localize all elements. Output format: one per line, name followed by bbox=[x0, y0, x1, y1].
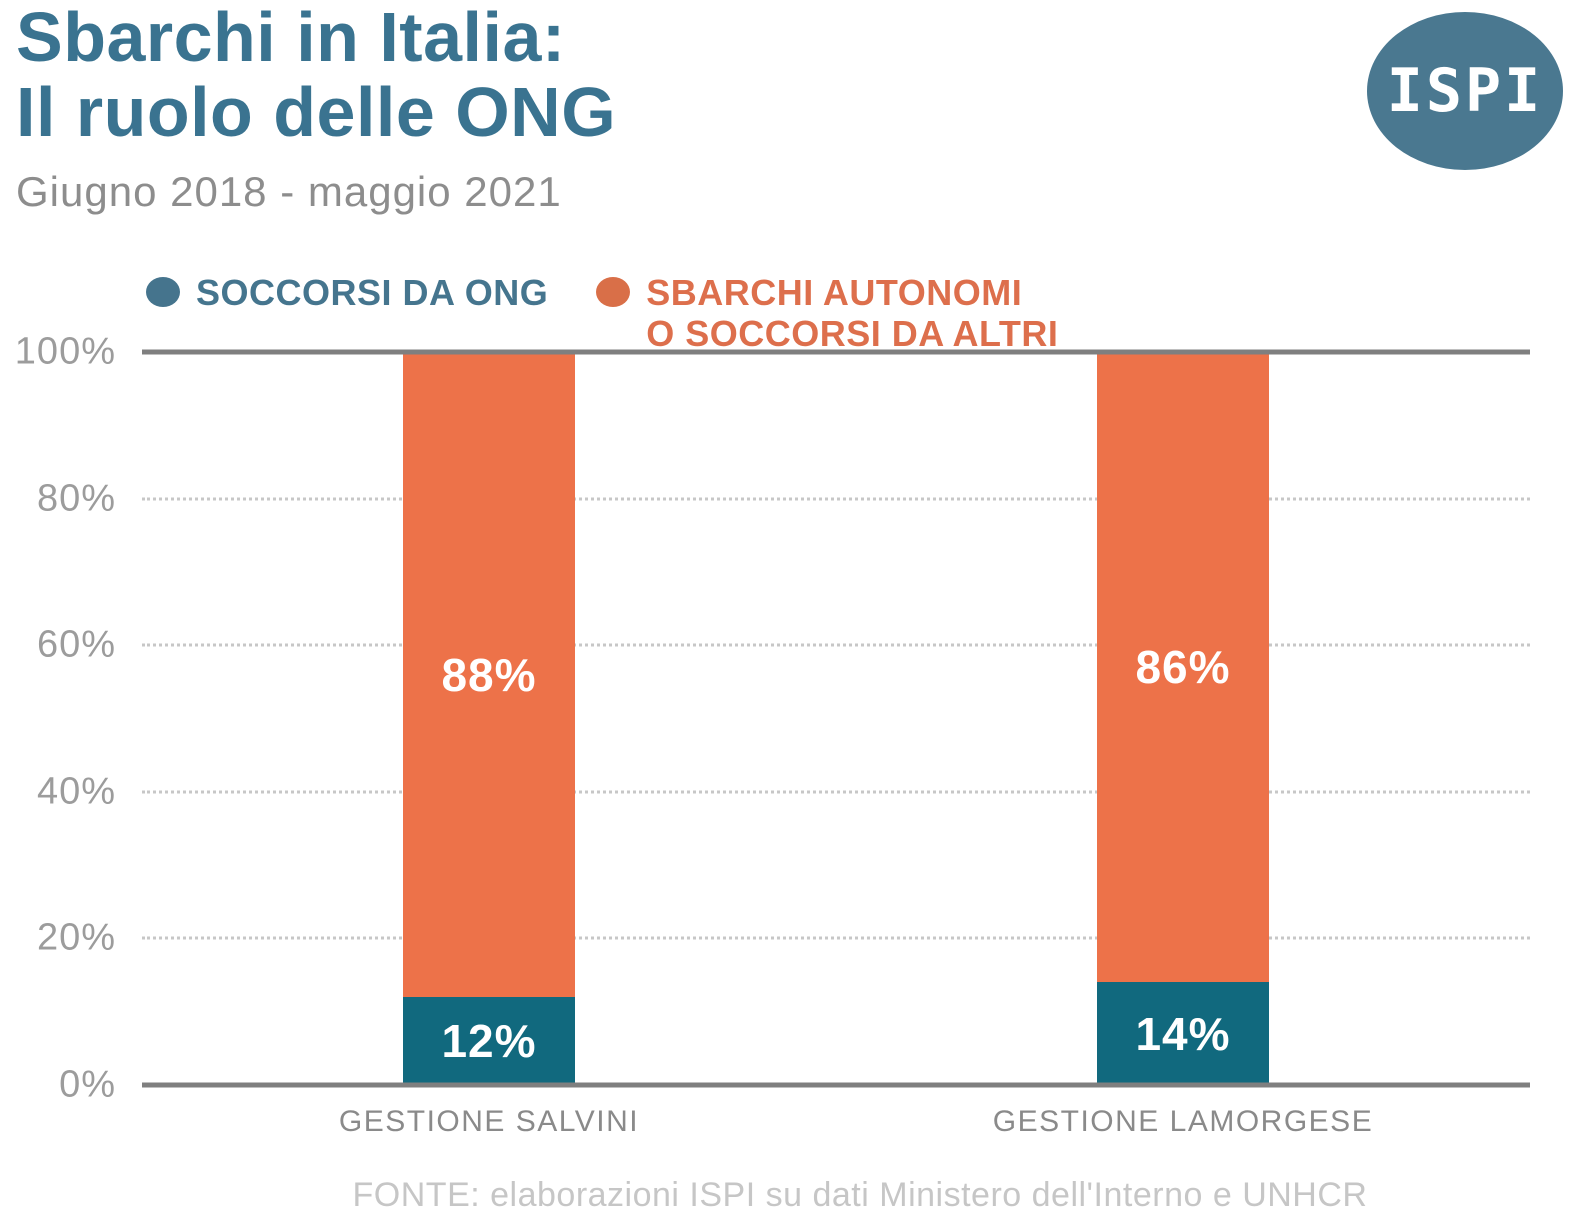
legend-item-ong: SOCCORSI DA ONG bbox=[146, 272, 548, 313]
legend-dot-autonomi-icon bbox=[596, 277, 631, 307]
y-tick-label-20%: 20% bbox=[36, 916, 116, 959]
legend-label-ong: SOCCORSI DA ONG bbox=[196, 272, 549, 313]
page-title-line2: Il ruolo delle ONG bbox=[16, 73, 617, 151]
x-axis-label-gestione-lamorgese: GESTIONE LAMORGESE bbox=[992, 1105, 1374, 1138]
gridline-60% bbox=[142, 643, 1530, 647]
legend-dot-ong-icon bbox=[146, 277, 180, 307]
bar-segment-soccorsi-da-ong: 12% bbox=[403, 997, 575, 1085]
y-tick-label-100%: 100% bbox=[14, 330, 116, 373]
bar-segment-soccorsi-da-ong: 14% bbox=[1097, 982, 1269, 1085]
gridline-0% bbox=[142, 1082, 1530, 1088]
ispi-logo: ISPI bbox=[1367, 12, 1563, 170]
y-tick-label-60%: 60% bbox=[36, 623, 116, 666]
bar-value-label: 12% bbox=[441, 1015, 537, 1068]
plot-area: 100% 80% 60% 40% 20% 0% 12% 88% GESTIONE SALVINI… bbox=[15, 331, 1530, 1138]
bar-value-label: 88% bbox=[441, 648, 537, 701]
bar-segment-sbarchi-autonomi-o-soccorsi-da-altri: 88% bbox=[403, 352, 575, 998]
legend-item-autonomi: SBARCHI AUTONOMI O SOCCORSI DA ALTRI bbox=[596, 272, 1058, 354]
page-subtitle: Giugno 2018 - maggio 2021 bbox=[16, 168, 562, 215]
legend-label-autonomi: SBARCHI AUTONOMI O SOCCORSI DA ALTRI bbox=[646, 272, 1059, 354]
y-tick-label-80%: 80% bbox=[36, 477, 116, 520]
gridline-20% bbox=[142, 936, 1530, 940]
y-tick-label-0%: 0% bbox=[59, 1063, 116, 1106]
gridline-40% bbox=[142, 790, 1530, 794]
page-title-line1: Sbarchi in Italia: bbox=[16, 0, 566, 76]
bar-gestione-salvini: 12% 88% bbox=[403, 352, 575, 1085]
gridline-80% bbox=[142, 497, 1530, 501]
ispi-logo-text: ISPI bbox=[1386, 56, 1544, 126]
gridline-100% bbox=[142, 349, 1530, 355]
chart-legend: SOCCORSI DA ONG SBARCHI AUTONOMI O SOCCO… bbox=[146, 272, 1058, 354]
page-title: Sbarchi in Italia: Il ruolo delle ONG bbox=[16, 0, 616, 150]
bar-value-label: 86% bbox=[1135, 641, 1231, 694]
bar-value-label: 14% bbox=[1135, 1007, 1231, 1060]
bar-gestione-lamorgese: 14% 86% bbox=[1097, 352, 1269, 1085]
source-note: FONTE: elaborazioni ISPI su dati Ministe… bbox=[352, 1176, 1368, 1214]
bar-segment-sbarchi-autonomi-o-soccorsi-da-altri: 86% bbox=[1097, 352, 1269, 983]
x-axis-label-gestione-salvini: GESTIONE SALVINI bbox=[338, 1105, 640, 1138]
y-tick-label-40%: 40% bbox=[36, 770, 116, 813]
